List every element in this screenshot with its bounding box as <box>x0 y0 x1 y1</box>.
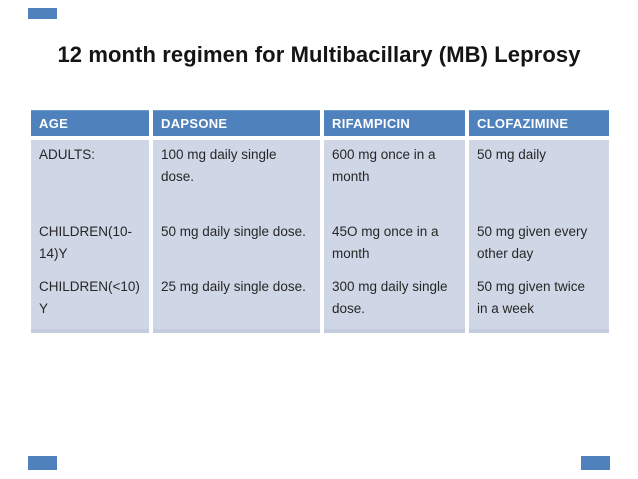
column-header-clofazimine: CLOFAZIMINE <box>469 110 609 136</box>
cell-children-under10-clofazimine: 50 mg given twice in a week <box>469 272 609 333</box>
table-header-row: AGE DAPSONE RIFAMPICIN CLOFAZIMINE <box>31 110 609 136</box>
accent-bar-top-left-icon <box>28 8 57 19</box>
accent-bar-bottom-left-icon <box>28 456 57 470</box>
cell-children-under10-dapsone: 25 mg daily single dose. <box>153 272 320 333</box>
cell-children-10-14-rifampicin: 45O mg once in a month <box>324 217 465 272</box>
column-header-rifampicin: RIFAMPICIN <box>324 110 465 136</box>
cell-children-10-14-dapsone: 50 mg daily single dose. <box>153 217 320 272</box>
accent-bar-bottom-right-icon <box>581 456 610 470</box>
cell-adults-age: ADULTS: <box>31 140 149 217</box>
column-header-age: AGE <box>31 110 149 136</box>
cell-adults-dapsone: 100 mg daily single dose. <box>153 140 320 217</box>
cell-children-10-14-clofazimine: 50 mg given every other day <box>469 217 609 272</box>
cell-children-under10-rifampicin: 300 mg daily single dose. <box>324 272 465 333</box>
column-header-dapsone: DAPSONE <box>153 110 320 136</box>
regimen-table: AGE DAPSONE RIFAMPICIN CLOFAZIMINE ADULT… <box>31 110 609 333</box>
cell-adults-clofazimine: 50 mg daily <box>469 140 609 217</box>
cell-adults-rifampicin: 600 mg once in a month <box>324 140 465 217</box>
table-body: ADULTS: 100 mg daily single dose. 600 mg… <box>31 140 609 333</box>
cell-children-under10-age: CHILDREN(<10) Y <box>31 272 149 333</box>
slide-title: 12 month regimen for Multibacillary (MB)… <box>57 42 581 67</box>
cell-children-10-14-age: CHILDREN(10-14)Y <box>31 217 149 272</box>
